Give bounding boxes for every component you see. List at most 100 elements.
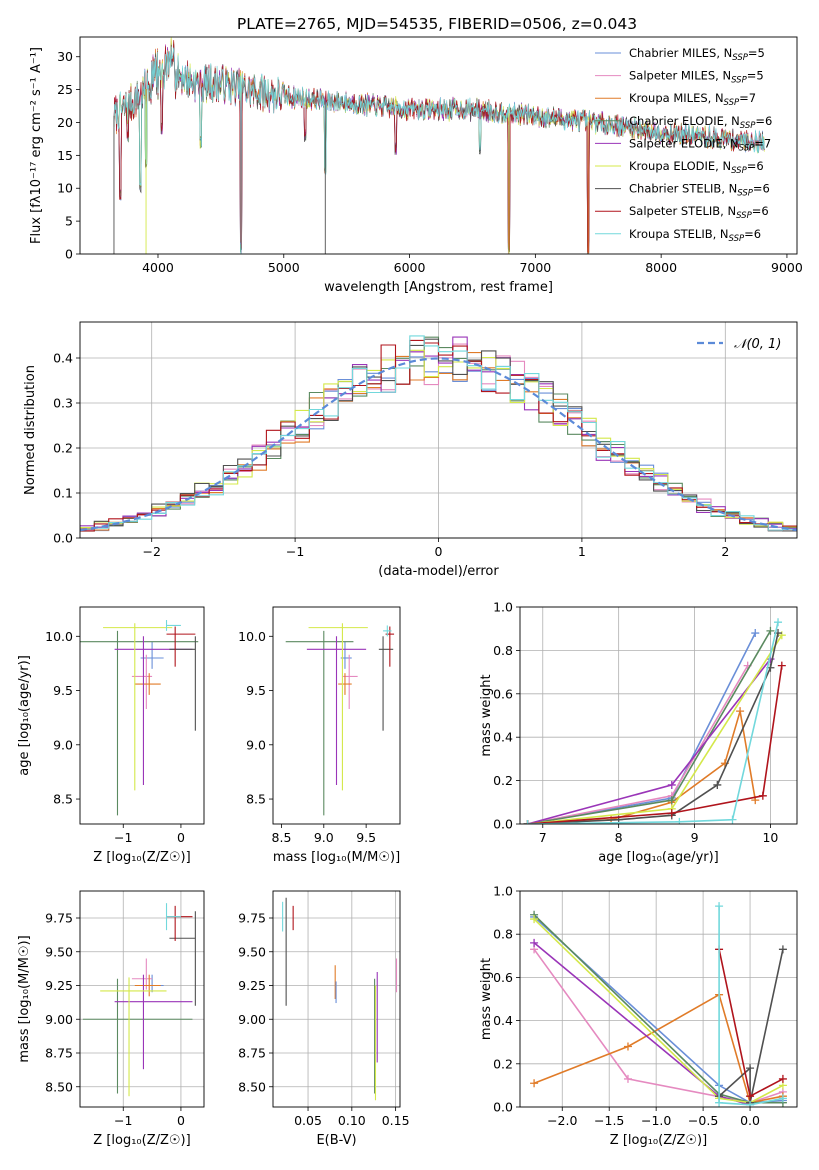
legend-entry-label: Salpeter STELIB, NSSP=6 xyxy=(629,204,769,221)
residuals-plot-area xyxy=(80,335,797,532)
z-weight-series-line xyxy=(533,918,784,1104)
mass-age-x-axis-label: mass [log₁₀(M/M☉)] xyxy=(273,850,400,865)
mass-age-frame xyxy=(272,606,401,825)
z-mass-y-tick-label: 9.50 xyxy=(45,944,73,959)
age-weight-point-marker xyxy=(777,661,786,670)
z-age-panel: −1 0 8.5 9.0 9.5 10.0 Z [log₁₀(Z/Z☉)] age [log₁… xyxy=(17,606,205,865)
age-weight-series-line xyxy=(527,622,779,824)
age-weight-plot-area xyxy=(523,618,786,824)
legend-count: =5 xyxy=(748,46,765,60)
spectrum-ticks: 4000 5000 6000 7000 8000 9000 0 5 10 15 20 25 30 xyxy=(57,49,803,275)
mass-age-x-tick-label: 8.5 xyxy=(272,830,292,845)
z-mass-y-tick-label: 9.75 xyxy=(45,911,73,926)
spectrum-x-tick-label: 9000 xyxy=(771,260,803,275)
z-mass-y-tick-label: 8.75 xyxy=(45,1046,73,1061)
ebv-mass-y-tick-label: 9.00 xyxy=(238,1012,266,1027)
age-weight-y-tick-label: 0.4 xyxy=(493,730,513,745)
mass-age-y-tick-label: 10.0 xyxy=(238,629,266,644)
z-weight-point-marker xyxy=(530,1079,539,1088)
z-weight-ticks: −2.0 −1.5 −1.0 −0.5 0.0 0.0 0.2 0.4 0.6 0.8 1.0 xyxy=(493,884,760,1129)
spectrum-x-tick-label: 7000 xyxy=(519,260,551,275)
legend-subscript: SSP xyxy=(736,211,752,221)
ebv-mass-grid xyxy=(273,891,400,1107)
mass-age-ticks: 8.5 9.0 9.5 8.5 9.0 9.5 10.0 xyxy=(238,629,376,845)
ebv-mass-ticks: 0.05 0.10 0.15 8.50 8.75 9.00 9.25 9.50 9.75 xyxy=(238,911,409,1129)
age-weight-panel: 7 8 9 10 0.0 0.2 0.4 0.6 0.8 1.0 age [log₁₀(age/yr… xyxy=(479,600,798,865)
ebv-mass-y-tick-label: 8.50 xyxy=(238,1079,266,1094)
ebv-mass-x-axis-label: E(B-V) xyxy=(316,1133,356,1148)
z-weight-panel: −2.0 −1.5 −1.0 −0.5 0.0 0.0 0.2 0.4 0.6 0.8 1.0 Z [… xyxy=(479,884,798,1148)
spectrum-panel: 4000 5000 6000 7000 8000 9000 0 5 10 15 20 25 30 wave… xyxy=(29,36,803,295)
ebv-mass-y-tick-label: 9.25 xyxy=(238,978,266,993)
age-weight-series-line xyxy=(527,630,772,824)
z-weight-y-tick-label: 0.4 xyxy=(493,1013,513,1028)
age-weight-y-tick-label: 1.0 xyxy=(493,600,513,615)
mass-age-plot-area xyxy=(285,623,395,816)
legend-count: =5 xyxy=(747,69,764,83)
age-weight-point-marker xyxy=(675,817,684,824)
legend-count: =6 xyxy=(752,204,769,218)
z-mass-plot-area xyxy=(82,903,196,1097)
age-weight-point-marker xyxy=(667,780,676,789)
legend-entry-label: Chabrier ELODIE, NSSP=6 xyxy=(629,114,772,131)
legend-count: =7 xyxy=(739,91,756,105)
spectrum-x-axis-label: wavelength [Angstrom, rest frame] xyxy=(324,280,553,295)
age-weight-point-marker xyxy=(667,796,676,805)
residuals-x-tick-label: −1 xyxy=(286,544,304,559)
legend-count: =6 xyxy=(755,114,772,128)
legend-count: =7 xyxy=(754,136,771,150)
residuals-legend: 𝒩(0, 1) xyxy=(697,337,781,352)
z-mass-y-axis-label: mass [log₁₀(M/M☉)] xyxy=(17,935,32,1062)
age-weight-y-axis-label: mass weight xyxy=(479,674,494,756)
z-mass-y-tick-label: 8.50 xyxy=(45,1079,73,1094)
mass-age-x-tick-label: 9.0 xyxy=(314,830,334,845)
legend-entry-label: Kroupa ELODIE, NSSP=6 xyxy=(629,159,764,176)
legend-subscript: SSP xyxy=(737,189,753,199)
z-weight-point-marker xyxy=(746,1064,755,1073)
spectrum-y-tick-label: 15 xyxy=(57,148,73,163)
legend-subscript: SSP xyxy=(740,121,756,131)
age-weight-point-marker xyxy=(736,707,745,716)
z-weight-point-marker xyxy=(623,1074,632,1083)
z-weight-point-marker xyxy=(746,1092,755,1101)
legend-entry-label: Chabrier MILES, NSSP=5 xyxy=(629,46,765,63)
spectrum-x-tick-label: 5000 xyxy=(268,260,300,275)
age-weight-series-line xyxy=(527,665,749,824)
legend-entry-label: Salpeter MILES, NSSP=5 xyxy=(629,69,764,86)
residuals-y-tick-label: 0.0 xyxy=(53,531,73,546)
mass-age-panel: 8.5 9.0 9.5 8.5 9.0 9.5 10.0 mass [log₁₀(M/M☉)] xyxy=(238,606,401,865)
spectrum-series-line xyxy=(113,46,765,186)
z-mass-y-tick-label: 9.25 xyxy=(45,978,73,993)
ebv-mass-x-tick-label: 0.05 xyxy=(294,1113,322,1128)
mass-age-x-tick-label: 9.5 xyxy=(356,830,376,845)
legend-subscript: SSP xyxy=(724,98,740,108)
z-weight-point-marker xyxy=(530,915,539,924)
ebv-mass-y-tick-label: 9.50 xyxy=(238,944,266,959)
residuals-ticks: −2 −1 0 1 2 0.0 0.1 0.2 0.3 0.4 xyxy=(53,351,729,560)
legend-subscript: SSP xyxy=(729,234,745,244)
z-mass-grid xyxy=(80,891,204,1107)
spectrum-legend: Chabrier MILES, NSSP=5 Salpeter MILES, NS… xyxy=(595,46,772,244)
age-weight-y-tick-label: 0.6 xyxy=(493,686,513,701)
age-weight-grid xyxy=(520,606,797,825)
legend-count: =6 xyxy=(747,159,764,173)
age-weight-series-line xyxy=(527,658,772,824)
z-weight-plot-area xyxy=(530,902,787,1107)
age-weight-x-tick-label: 7 xyxy=(539,830,547,845)
age-weight-y-tick-label: 0.2 xyxy=(493,773,513,788)
z-weight-series-line xyxy=(533,993,784,1104)
residuals-x-axis-label: (data-model)/error xyxy=(378,564,499,579)
z-age-y-tick-label: 10.0 xyxy=(45,629,73,644)
age-weight-y-tick-label: 0.8 xyxy=(493,643,513,658)
residuals-y-tick-label: 0.4 xyxy=(53,351,73,366)
z-weight-point-marker xyxy=(623,1042,632,1051)
age-weight-series-line xyxy=(527,665,783,824)
z-weight-point-marker xyxy=(715,902,724,911)
z-age-y-tick-label: 8.5 xyxy=(53,792,73,807)
legend-entry-label: Chabrier STELIB, NSSP=6 xyxy=(629,182,770,199)
age-weight-x-tick-label: 8 xyxy=(615,830,623,845)
z-weight-point-marker xyxy=(715,1098,724,1107)
spectrum-y-tick-label: 25 xyxy=(57,82,73,97)
